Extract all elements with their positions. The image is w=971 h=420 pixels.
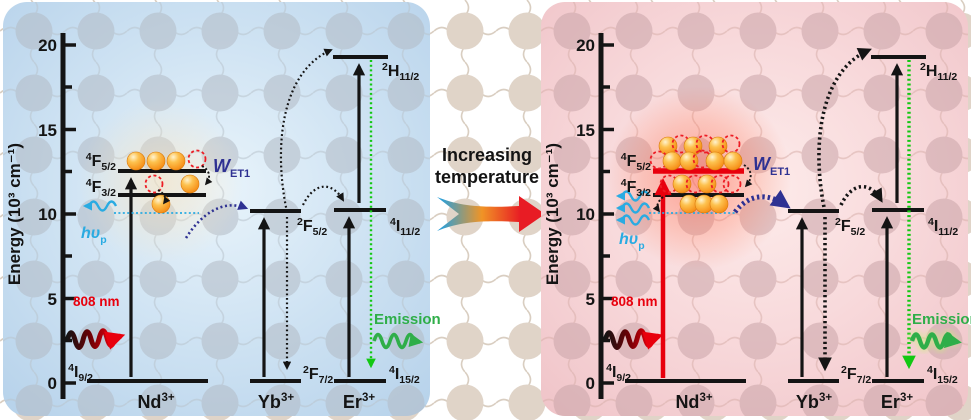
label-emission: Emission	[374, 311, 441, 328]
label-phonon: hυp	[81, 225, 107, 246]
tick-10: 10	[576, 205, 595, 224]
energy-axis: 20 15 10 5 0 Energy (10³ cm⁻¹)	[5, 33, 76, 399]
pump-photon-wave	[602, 328, 664, 350]
tick-0: 0	[48, 374, 57, 393]
upconversion-transfer-arrow	[279, 48, 333, 213]
label-emission: Emission	[912, 311, 971, 328]
phonon-wave-arrows	[615, 190, 651, 226]
label-nd-4f32: 4F3/2	[86, 177, 116, 199]
label-er-2h112: 2H11/2	[382, 61, 419, 83]
center-label-line2: temperature	[435, 167, 539, 187]
pump-photon-wave	[64, 328, 126, 350]
label-energy-transfer: WET1	[213, 156, 250, 180]
electron-population	[649, 134, 753, 214]
heat-glow	[607, 86, 791, 270]
pump-glow	[79, 100, 243, 264]
label-ion-er: Er3+	[343, 392, 375, 412]
label-er-4i112: 4I11/2	[928, 216, 958, 238]
axis-title: Energy (10³ cm⁻¹)	[543, 143, 562, 285]
label-phonon: hυp	[619, 231, 645, 252]
yb-to-er-transfer-arrow	[302, 185, 344, 206]
label-nd-4f52: 4F5/2	[621, 151, 651, 173]
center-label-line1: Increasing	[442, 145, 532, 165]
label-yb-2f52: 2F5/2	[835, 216, 865, 238]
electron-population	[126, 149, 213, 214]
center-annotation: Increasing temperature	[435, 145, 545, 232]
energy-transfer-arrow-w1	[733, 189, 791, 214]
label-ion-yb: Yb3+	[258, 392, 294, 412]
tick-5: 5	[48, 290, 57, 309]
yb-to-er-transfer-arrow	[839, 184, 883, 206]
tick-20: 20	[38, 36, 57, 55]
tick-10: 10	[38, 205, 57, 224]
label-er-ground: 4I15/2	[927, 364, 958, 386]
label-nd-ground: 4I9/2	[606, 362, 631, 384]
label-energy-transfer: WET1	[753, 154, 790, 178]
label-yb-ground: 2F7/2	[841, 364, 871, 386]
label-ion-nd: Nd3+	[137, 392, 174, 412]
label-er-4i112: 4I11/2	[390, 216, 420, 238]
panel-high-temperature: 20 15 10 5 0 Energy (10³ cm⁻¹)	[541, 2, 971, 416]
label-ion-er: Er3+	[881, 392, 913, 412]
tick-0: 0	[586, 374, 595, 393]
upconversion-transfer-arrow	[817, 48, 872, 213]
label-pump-wavelength: 808 nm	[611, 294, 658, 309]
label-pump-wavelength: 808 nm	[73, 294, 120, 309]
label-nd-4f32: 4F3/2	[621, 177, 651, 199]
panel-low-temperature: 20 15 10 5 0 Energy (10³ cm⁻¹)	[3, 2, 441, 416]
label-nd-ground: 4I9/2	[68, 362, 93, 384]
label-nd-4f52: 4F5/2	[86, 151, 116, 173]
label-ion-yb: Yb3+	[796, 392, 832, 412]
tick-5: 5	[586, 290, 595, 309]
label-yb-ground: 2F7/2	[303, 364, 333, 386]
label-er-ground: 4I15/2	[389, 364, 420, 386]
label-ion-nd: Nd3+	[675, 392, 712, 412]
emission-photon-wave	[372, 332, 424, 350]
tick-20: 20	[576, 36, 595, 55]
temperature-gradient-arrow	[437, 196, 545, 232]
emission-photon-wave	[909, 331, 962, 350]
energy-transfer-arrow-w1	[184, 200, 249, 239]
phonon-wave-arrow	[82, 200, 118, 212]
tick-15: 15	[576, 121, 595, 140]
label-yb-2f52: 2F5/2	[297, 216, 327, 238]
tick-15: 15	[38, 121, 57, 140]
axis-title: Energy (10³ cm⁻¹)	[5, 143, 24, 285]
label-er-2h112: 2H11/2	[920, 61, 957, 83]
